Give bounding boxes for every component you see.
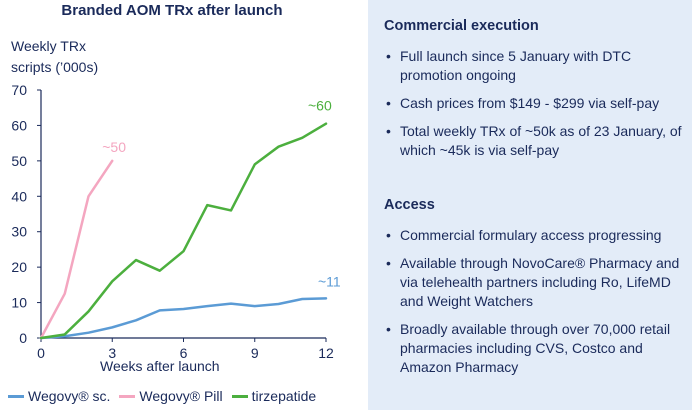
access-title: Access: [384, 197, 435, 213]
legend-swatch-wegovy-sc: [8, 394, 24, 398]
y-axis-label-line-1: Weekly TRx: [11, 38, 86, 54]
legend-swatch-wegovy-pill: [119, 394, 136, 398]
legend-label-wegovy-pill: Wegovy® Pill: [139, 388, 223, 404]
commercial-execution-list: Full launch since 5 January with DTC pro…: [384, 47, 690, 169]
y-tick-label: 40: [11, 188, 27, 204]
info-panel: Commercial execution Full launch since 5…: [368, 0, 692, 410]
legend-item-wegovy-sc: Wegovy® sc.: [8, 388, 110, 404]
y-axis-label-line-2: scripts (’000s): [11, 59, 99, 75]
series-end-label-wegovy-sc: ~11: [318, 273, 341, 289]
access-bullet: Commercial formulary access progressing: [384, 226, 690, 245]
access-bullet: Available through NovoCare® Pharmacy and…: [384, 254, 690, 311]
x-tick-label: 0: [37, 345, 45, 361]
legend-item-tirzepatide: tirzepatide: [231, 388, 317, 404]
y-tick-label: 10: [11, 295, 27, 311]
y-tick-label: 50: [11, 153, 27, 169]
legend-label-tirzepatide: tirzepatide: [251, 388, 317, 404]
series-line-wegovy-pill: [39, 159, 114, 340]
y-tick-label: 70: [11, 82, 27, 98]
commercial-bullet: Total weekly TRx of ~50k as of 23 Januar…: [384, 122, 690, 160]
y-tick-label: 30: [11, 224, 27, 240]
legend-swatch-tirzepatide: [231, 394, 248, 398]
legend-label-wegovy-sc: Wegovy® sc.: [28, 388, 111, 404]
commercial-bullet: Cash prices from $149 - $299 via self-pa…: [384, 94, 690, 113]
y-tick-label: 0: [19, 330, 27, 346]
y-tick-label: 60: [11, 117, 27, 133]
series-line-tirzepatide: [39, 122, 328, 340]
commercial-execution-title: Commercial execution: [384, 18, 539, 34]
access-list: Commercial formulary access progressing …: [384, 226, 690, 386]
series-line-wegovy-sc: [39, 297, 328, 340]
x-tick-label: 3: [108, 345, 116, 361]
legend-item-wegovy-pill: Wegovy® Pill: [119, 388, 223, 404]
commercial-bullet: Full launch since 5 January with DTC pro…: [384, 47, 690, 85]
legend: Wegovy® sc. Wegovy® Pill tirzepatide: [8, 388, 325, 404]
y-tick-label: 20: [11, 259, 27, 275]
x-axis-label: Weeks after launch: [100, 358, 220, 374]
x-tick-label: 6: [180, 345, 188, 361]
chart-title: Branded AOM TRx after launch: [61, 2, 283, 19]
series-end-label-wegovy-pill: ~50: [102, 139, 126, 155]
line-chart: 0 10 20 30 40 50 60 70 0 3 6 9 12 ~11 ~50 ~60: [11, 82, 341, 361]
access-bullet: Broadly available through over 70,000 re…: [384, 320, 690, 377]
y-axis-label: Weekly TRx scripts (’000s): [11, 36, 98, 78]
series-end-label-tirzepatide: ~60: [308, 98, 332, 114]
x-tick-label: 9: [251, 345, 259, 361]
x-tick-label: 12: [318, 345, 334, 361]
